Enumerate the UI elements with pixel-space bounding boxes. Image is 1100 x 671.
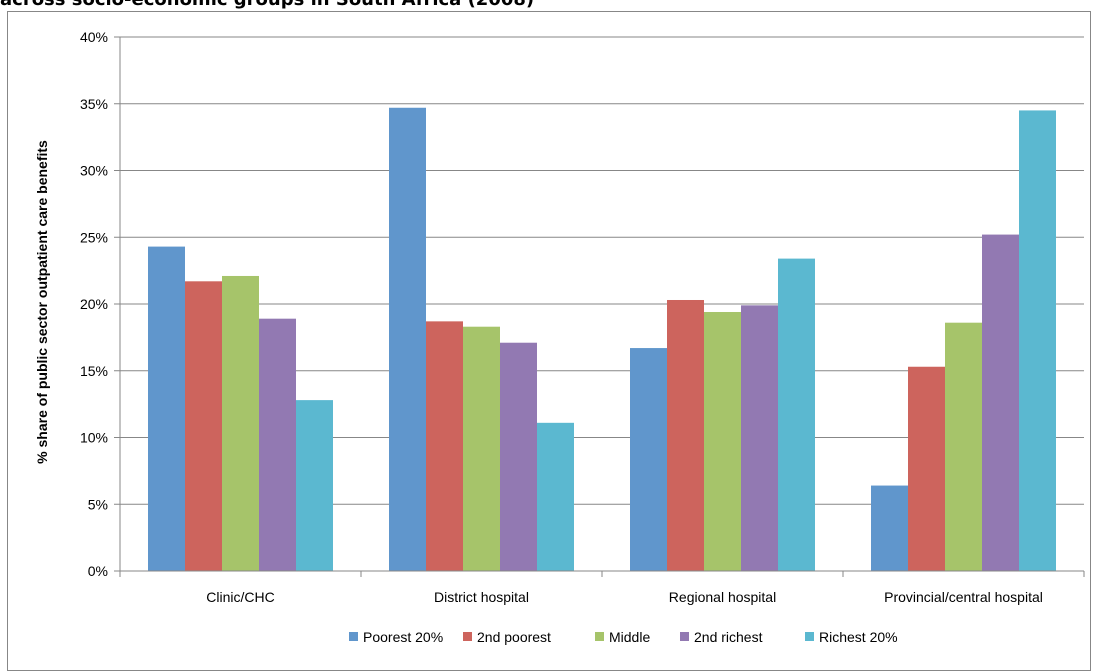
bar <box>148 246 185 571</box>
x-tick-labels: Clinic/CHC District hospital Regional hosp… <box>206 589 1043 605</box>
bar <box>426 321 463 571</box>
y-tick-label: 25% <box>80 229 108 245</box>
legend-label: 2nd poorest <box>477 629 551 645</box>
bars <box>148 107 1056 572</box>
y-tick-label: 5% <box>88 496 108 512</box>
y-tick-label: 35% <box>80 96 108 112</box>
bar <box>185 281 222 571</box>
legend-item: Poorest 20% <box>349 629 443 645</box>
bar <box>537 422 574 571</box>
legend-swatch <box>805 632 814 641</box>
legend-label: Middle <box>609 629 650 645</box>
bar <box>871 485 908 571</box>
y-tick-label: 0% <box>88 563 108 579</box>
bar <box>389 107 426 571</box>
legend-swatch <box>349 632 358 641</box>
bar <box>741 305 778 571</box>
y-tick-labels: 0% 5% 10% 15% 20% 25% 30% 35% 40% <box>80 29 108 579</box>
bar <box>667 299 704 571</box>
bar <box>704 312 741 571</box>
x-tick-label: Clinic/CHC <box>206 589 274 605</box>
x-tick-label: District hospital <box>434 589 529 605</box>
legend-swatch <box>595 632 604 641</box>
bar <box>778 258 815 571</box>
y-axis-label: % share of public sector outpatient care… <box>34 140 50 464</box>
y-tick-label: 20% <box>80 296 108 312</box>
bar <box>296 400 333 571</box>
bar <box>500 342 537 571</box>
legend-swatch <box>680 632 689 641</box>
x-tick-label: Regional hospital <box>669 589 776 605</box>
bar <box>259 318 296 571</box>
bar <box>908 366 945 571</box>
bar <box>463 326 500 571</box>
y-tick-label: 40% <box>80 29 108 45</box>
legend: Poorest 20% 2nd poorest Middle 2nd richest R… <box>349 629 898 645</box>
y-tick-label: 30% <box>80 163 108 179</box>
legend-item: 2nd poorest <box>463 629 551 645</box>
y-tick-label: 15% <box>80 363 108 379</box>
y-tick-label: 10% <box>80 430 108 446</box>
x-tick-label: Provincial/central hospital <box>884 589 1043 605</box>
axes <box>119 37 1085 577</box>
legend-item: Middle <box>595 629 650 645</box>
legend-label: 2nd richest <box>694 629 763 645</box>
chart-title: across socio-economic groups in South Af… <box>0 0 1100 11</box>
legend-label: Richest 20% <box>819 629 898 645</box>
bar <box>945 322 982 571</box>
legend-label: Poorest 20% <box>363 629 443 645</box>
bar <box>982 234 1019 571</box>
legend-item: 2nd richest <box>680 629 763 645</box>
bar <box>1019 110 1056 572</box>
bar <box>222 275 259 571</box>
legend-item: Richest 20% <box>805 629 898 645</box>
legend-swatch <box>463 632 472 641</box>
bar <box>630 348 667 571</box>
